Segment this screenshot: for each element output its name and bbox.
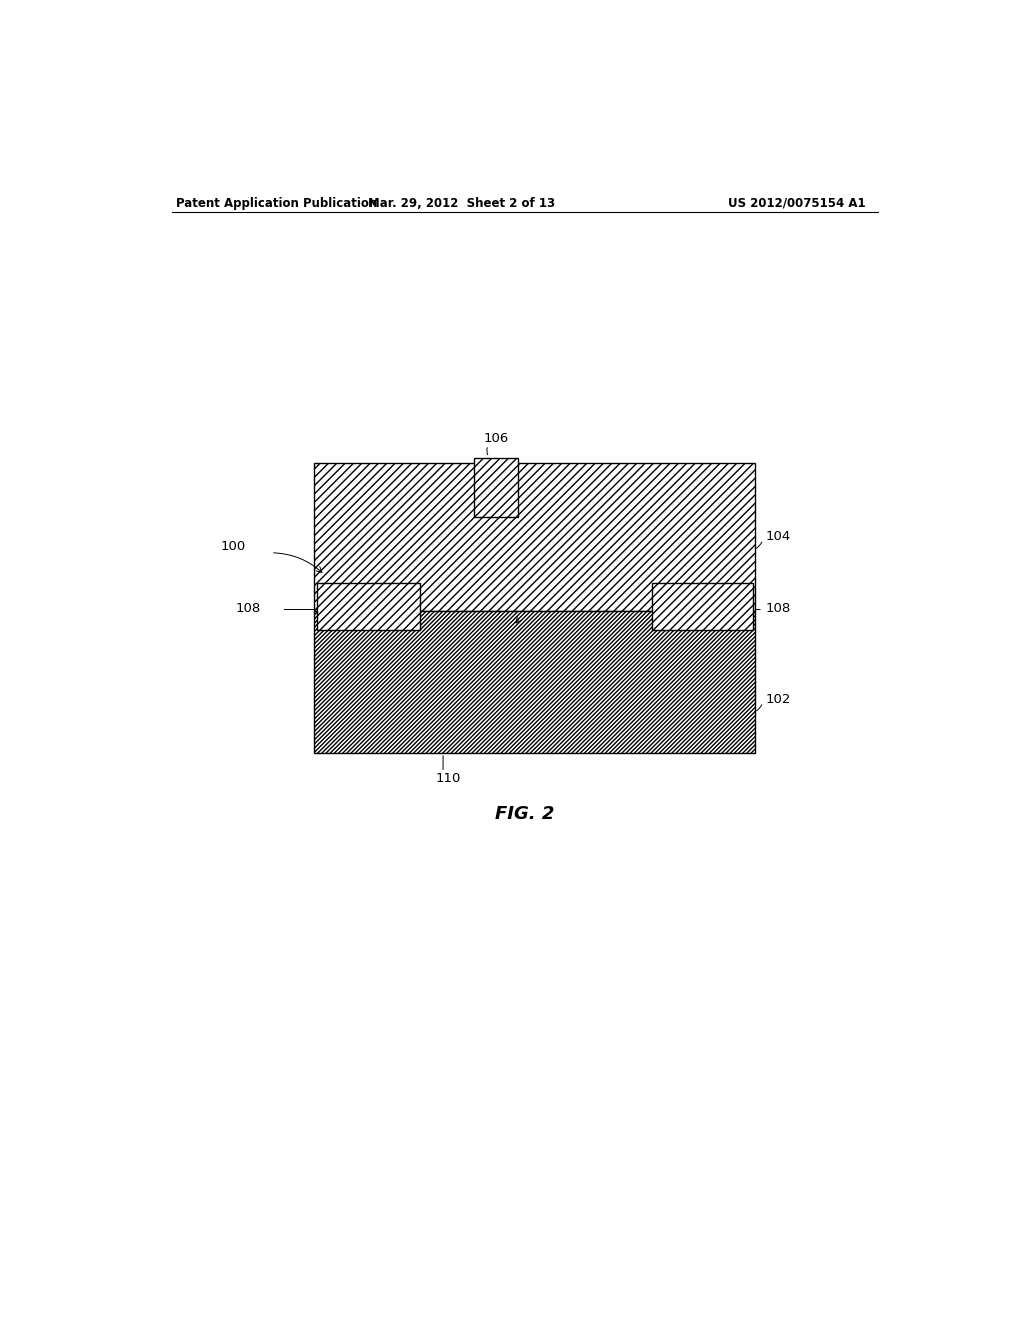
Text: 110: 110 bbox=[436, 772, 461, 785]
Text: Mar. 29, 2012  Sheet 2 of 13: Mar. 29, 2012 Sheet 2 of 13 bbox=[368, 197, 555, 210]
Text: 108: 108 bbox=[765, 602, 791, 615]
Bar bbox=[474, 458, 518, 517]
Bar bbox=[314, 463, 755, 611]
Text: Patent Application Publication: Patent Application Publication bbox=[176, 197, 377, 210]
Text: 100: 100 bbox=[220, 540, 246, 553]
Text: US 2012/0075154 A1: US 2012/0075154 A1 bbox=[728, 197, 866, 210]
Text: FIG. 2: FIG. 2 bbox=[496, 805, 554, 822]
Bar bbox=[316, 583, 420, 630]
Text: 106: 106 bbox=[483, 433, 509, 445]
Bar bbox=[652, 583, 754, 630]
Text: 102: 102 bbox=[765, 693, 791, 706]
Bar bbox=[314, 611, 755, 752]
Text: 108: 108 bbox=[236, 602, 260, 615]
Text: 104: 104 bbox=[765, 531, 791, 543]
